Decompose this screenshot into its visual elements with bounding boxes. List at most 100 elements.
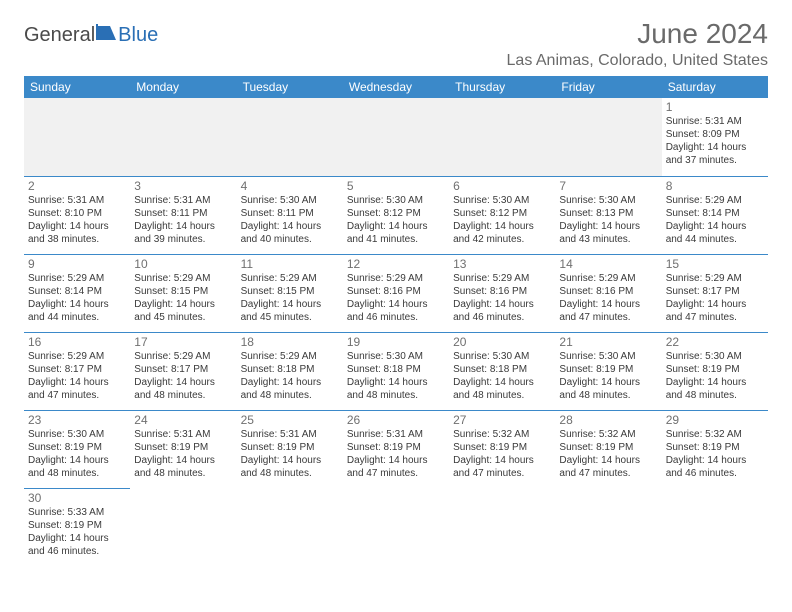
day-info: Sunrise: 5:30 AMSunset: 8:18 PMDaylight:… [453, 350, 551, 402]
day-info: Sunrise: 5:29 AMSunset: 8:14 PMDaylight:… [28, 272, 126, 324]
calendar-cell [130, 488, 236, 566]
calendar-cell [343, 98, 449, 176]
day-number: 2 [28, 179, 126, 193]
calendar-cell: 24Sunrise: 5:31 AMSunset: 8:19 PMDayligh… [130, 410, 236, 488]
calendar-cell: 21Sunrise: 5:30 AMSunset: 8:19 PMDayligh… [555, 332, 661, 410]
day-info: Sunrise: 5:31 AMSunset: 8:19 PMDaylight:… [241, 428, 339, 480]
calendar-cell: 17Sunrise: 5:29 AMSunset: 8:17 PMDayligh… [130, 332, 236, 410]
day-info: Sunrise: 5:29 AMSunset: 8:16 PMDaylight:… [453, 272, 551, 324]
calendar-cell [449, 98, 555, 176]
day-number: 8 [666, 179, 764, 193]
calendar-cell: 18Sunrise: 5:29 AMSunset: 8:18 PMDayligh… [237, 332, 343, 410]
calendar-body: 1Sunrise: 5:31 AMSunset: 8:09 PMDaylight… [24, 98, 768, 566]
day-info: Sunrise: 5:32 AMSunset: 8:19 PMDaylight:… [559, 428, 657, 480]
day-info: Sunrise: 5:31 AMSunset: 8:19 PMDaylight:… [347, 428, 445, 480]
calendar-cell [237, 488, 343, 566]
calendar-cell [449, 488, 555, 566]
page-header: General Blue June 2024 Las Animas, Color… [24, 18, 768, 70]
calendar-cell: 14Sunrise: 5:29 AMSunset: 8:16 PMDayligh… [555, 254, 661, 332]
calendar-cell: 27Sunrise: 5:32 AMSunset: 8:19 PMDayligh… [449, 410, 555, 488]
day-number: 13 [453, 257, 551, 271]
calendar-cell: 30Sunrise: 5:33 AMSunset: 8:19 PMDayligh… [24, 488, 130, 566]
calendar-cell: 5Sunrise: 5:30 AMSunset: 8:12 PMDaylight… [343, 176, 449, 254]
day-number: 12 [347, 257, 445, 271]
calendar-cell: 4Sunrise: 5:30 AMSunset: 8:11 PMDaylight… [237, 176, 343, 254]
day-info: Sunrise: 5:32 AMSunset: 8:19 PMDaylight:… [453, 428, 551, 480]
calendar-cell [130, 98, 236, 176]
calendar-cell [24, 98, 130, 176]
weekday-header: Tuesday [237, 76, 343, 98]
day-info: Sunrise: 5:29 AMSunset: 8:17 PMDaylight:… [134, 350, 232, 402]
day-info: Sunrise: 5:30 AMSunset: 8:11 PMDaylight:… [241, 194, 339, 246]
day-number: 16 [28, 335, 126, 349]
day-info: Sunrise: 5:32 AMSunset: 8:19 PMDaylight:… [666, 428, 764, 480]
calendar-cell: 11Sunrise: 5:29 AMSunset: 8:15 PMDayligh… [237, 254, 343, 332]
month-title: June 2024 [507, 18, 768, 50]
day-number: 29 [666, 413, 764, 427]
weekday-header: Thursday [449, 76, 555, 98]
weekday-header: Sunday [24, 76, 130, 98]
day-number: 7 [559, 179, 657, 193]
day-info: Sunrise: 5:29 AMSunset: 8:14 PMDaylight:… [666, 194, 764, 246]
calendar-cell: 19Sunrise: 5:30 AMSunset: 8:18 PMDayligh… [343, 332, 449, 410]
calendar-cell: 7Sunrise: 5:30 AMSunset: 8:13 PMDaylight… [555, 176, 661, 254]
weekday-header: Wednesday [343, 76, 449, 98]
calendar-cell: 15Sunrise: 5:29 AMSunset: 8:17 PMDayligh… [662, 254, 768, 332]
day-info: Sunrise: 5:30 AMSunset: 8:19 PMDaylight:… [28, 428, 126, 480]
flag-icon [96, 23, 116, 46]
calendar-cell: 29Sunrise: 5:32 AMSunset: 8:19 PMDayligh… [662, 410, 768, 488]
day-number: 10 [134, 257, 232, 271]
calendar-cell: 23Sunrise: 5:30 AMSunset: 8:19 PMDayligh… [24, 410, 130, 488]
calendar-cell [343, 488, 449, 566]
weekday-header: Monday [130, 76, 236, 98]
calendar-cell: 16Sunrise: 5:29 AMSunset: 8:17 PMDayligh… [24, 332, 130, 410]
day-number: 22 [666, 335, 764, 349]
day-info: Sunrise: 5:31 AMSunset: 8:19 PMDaylight:… [134, 428, 232, 480]
day-info: Sunrise: 5:31 AMSunset: 8:11 PMDaylight:… [134, 194, 232, 246]
location: Las Animas, Colorado, United States [507, 52, 768, 70]
day-number: 4 [241, 179, 339, 193]
day-info: Sunrise: 5:30 AMSunset: 8:12 PMDaylight:… [347, 194, 445, 246]
calendar-cell: 22Sunrise: 5:30 AMSunset: 8:19 PMDayligh… [662, 332, 768, 410]
calendar-cell: 20Sunrise: 5:30 AMSunset: 8:18 PMDayligh… [449, 332, 555, 410]
day-number: 11 [241, 257, 339, 271]
logo-text-2: Blue [118, 24, 158, 47]
day-number: 19 [347, 335, 445, 349]
calendar-cell: 9Sunrise: 5:29 AMSunset: 8:14 PMDaylight… [24, 254, 130, 332]
day-number: 24 [134, 413, 232, 427]
day-number: 15 [666, 257, 764, 271]
day-number: 20 [453, 335, 551, 349]
day-info: Sunrise: 5:29 AMSunset: 8:16 PMDaylight:… [559, 272, 657, 324]
day-info: Sunrise: 5:30 AMSunset: 8:18 PMDaylight:… [347, 350, 445, 402]
day-info: Sunrise: 5:33 AMSunset: 8:19 PMDaylight:… [28, 506, 126, 558]
day-number: 3 [134, 179, 232, 193]
day-info: Sunrise: 5:30 AMSunset: 8:19 PMDaylight:… [666, 350, 764, 402]
calendar-cell: 25Sunrise: 5:31 AMSunset: 8:19 PMDayligh… [237, 410, 343, 488]
day-info: Sunrise: 5:29 AMSunset: 8:17 PMDaylight:… [28, 350, 126, 402]
day-number: 17 [134, 335, 232, 349]
day-info: Sunrise: 5:30 AMSunset: 8:19 PMDaylight:… [559, 350, 657, 402]
day-number: 25 [241, 413, 339, 427]
day-info: Sunrise: 5:30 AMSunset: 8:12 PMDaylight:… [453, 194, 551, 246]
calendar-cell: 10Sunrise: 5:29 AMSunset: 8:15 PMDayligh… [130, 254, 236, 332]
calendar-cell: 28Sunrise: 5:32 AMSunset: 8:19 PMDayligh… [555, 410, 661, 488]
day-info: Sunrise: 5:29 AMSunset: 8:15 PMDaylight:… [134, 272, 232, 324]
calendar-cell [662, 488, 768, 566]
day-info: Sunrise: 5:29 AMSunset: 8:15 PMDaylight:… [241, 272, 339, 324]
title-block: June 2024 Las Animas, Colorado, United S… [507, 18, 768, 70]
calendar-cell: 8Sunrise: 5:29 AMSunset: 8:14 PMDaylight… [662, 176, 768, 254]
day-info: Sunrise: 5:29 AMSunset: 8:16 PMDaylight:… [347, 272, 445, 324]
day-info: Sunrise: 5:31 AMSunset: 8:10 PMDaylight:… [28, 194, 126, 246]
day-number: 14 [559, 257, 657, 271]
day-number: 1 [666, 100, 764, 114]
calendar-cell: 1Sunrise: 5:31 AMSunset: 8:09 PMDaylight… [662, 98, 768, 176]
day-number: 28 [559, 413, 657, 427]
day-number: 18 [241, 335, 339, 349]
day-info: Sunrise: 5:30 AMSunset: 8:13 PMDaylight:… [559, 194, 657, 246]
calendar-cell: 12Sunrise: 5:29 AMSunset: 8:16 PMDayligh… [343, 254, 449, 332]
calendar-cell: 13Sunrise: 5:29 AMSunset: 8:16 PMDayligh… [449, 254, 555, 332]
calendar-cell: 2Sunrise: 5:31 AMSunset: 8:10 PMDaylight… [24, 176, 130, 254]
day-number: 5 [347, 179, 445, 193]
day-number: 9 [28, 257, 126, 271]
calendar-cell: 26Sunrise: 5:31 AMSunset: 8:19 PMDayligh… [343, 410, 449, 488]
